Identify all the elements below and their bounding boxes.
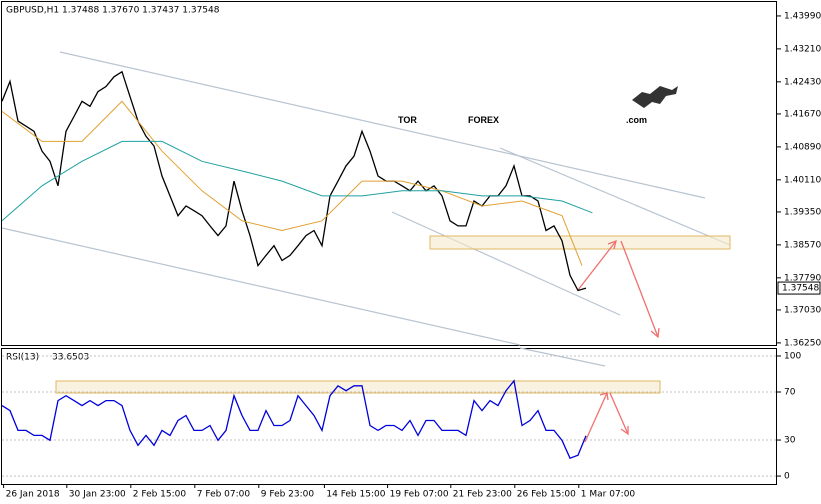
arrow	[577, 240, 617, 291]
channel-line	[59, 51, 706, 199]
support-zone	[429, 235, 731, 250]
last-price-box	[777, 281, 821, 295]
price-panel-frame	[1, 1, 777, 346]
rsi-last-value: 33.6503	[52, 353, 89, 363]
x-tick-label: 19 Feb 07:00	[390, 490, 449, 500]
y-tick-label: 1.36250	[784, 338, 821, 348]
forecast-arrows	[577, 239, 660, 443]
y-tick-label: 1.38570	[784, 240, 821, 250]
channel-line	[391, 211, 621, 316]
last-price-label: 1.37548	[782, 284, 819, 294]
price-title: GBPUSD,H1 1.37488 1.37670 1.37437 1.3754…	[6, 6, 220, 16]
logo-prefix: TOR	[398, 115, 417, 125]
channel-line	[1, 227, 521, 346]
watermark: TOR FOREX .com	[398, 86, 678, 125]
y-tick-label: 70	[784, 387, 796, 397]
y-tick-label: 100	[784, 351, 801, 361]
channel-line	[519, 347, 606, 367]
x-tick-label: 14 Feb 15:00	[326, 490, 385, 500]
logo-brand: FOREX	[468, 115, 499, 125]
series-line	[1, 100, 583, 266]
x-tick-label: 26 Jan 2018	[6, 490, 60, 500]
rsi-zone	[55, 380, 661, 394]
x-tick-label: 21 Feb 23:00	[453, 490, 512, 500]
arrow	[584, 392, 608, 443]
x-tick-label: 9 Feb 23:00	[261, 490, 315, 500]
y-tick-label: 1.41670	[784, 109, 821, 119]
logo-bull	[632, 86, 678, 108]
y-tick-label: 1.40110	[784, 175, 821, 185]
y-tick-label: 1.43990	[784, 11, 821, 21]
arrow	[609, 392, 629, 435]
channel-lines	[1, 51, 731, 367]
y-tick-label: 1.39350	[784, 207, 821, 217]
series-line	[1, 70, 587, 292]
y-tick-label: 30	[784, 436, 796, 446]
y-tick-label: 0	[784, 472, 790, 482]
x-tick-label: 26 Feb 15:00	[517, 490, 576, 500]
arrow-heads	[599, 239, 660, 436]
y-tick-label: 1.37790	[784, 273, 821, 283]
arrow	[620, 240, 659, 338]
logo-suffix: .com	[626, 115, 647, 125]
y-tick-label: 1.43210	[784, 44, 821, 54]
y-tick-label: 1.40890	[784, 142, 821, 152]
x-tick-label: 7 Feb 07:00	[197, 490, 251, 500]
rsi-title: RSI(13)	[6, 353, 39, 363]
channel-line	[499, 147, 731, 246]
x-tick-label: 1 Mar 07:00	[581, 490, 636, 500]
x-tick-label: 30 Jan 23:00	[69, 490, 126, 500]
x-tick-label: 2 Feb 15:00	[133, 490, 187, 500]
rsi-panel-frame	[1, 348, 777, 485]
series-line	[1, 140, 593, 222]
series-line	[1, 379, 587, 460]
y-tick-label: 1.42430	[784, 77, 821, 87]
y-tick-label: 1.37030	[784, 305, 821, 315]
